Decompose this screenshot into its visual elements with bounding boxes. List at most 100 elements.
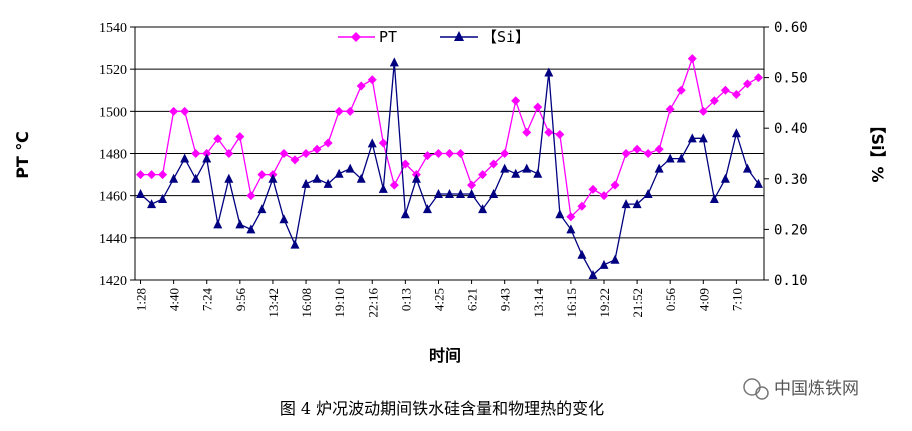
si-point bbox=[378, 183, 388, 193]
legend-pt-marker bbox=[351, 32, 361, 42]
pt-point bbox=[555, 130, 565, 140]
pt-point bbox=[610, 180, 620, 190]
si-point bbox=[698, 133, 708, 143]
si-point bbox=[753, 178, 763, 188]
pt-point bbox=[621, 149, 631, 158]
si-point bbox=[566, 224, 576, 234]
si-point bbox=[356, 173, 366, 183]
si-point bbox=[312, 173, 322, 183]
left-axis-ticks: 1420 1440 1460 1480 1500 1520 1540 bbox=[99, 21, 135, 289]
pt-point bbox=[378, 138, 388, 148]
left-tick-label: 1500 bbox=[99, 105, 127, 120]
pt-point bbox=[654, 144, 664, 154]
right-tick-label: 0.10 bbox=[774, 273, 808, 289]
pt-point bbox=[665, 104, 675, 114]
pt-point bbox=[643, 149, 653, 158]
si-point bbox=[213, 219, 223, 229]
legend-si-label: 【Si】 bbox=[482, 28, 530, 46]
pt-point bbox=[709, 96, 719, 106]
si-point bbox=[522, 163, 532, 173]
x-tick-label: 9:56 bbox=[233, 288, 248, 312]
pt-point bbox=[478, 170, 488, 180]
x-tick-label: 13:14 bbox=[531, 288, 546, 318]
left-axis-title: PT ℃ bbox=[13, 131, 32, 179]
si-point bbox=[158, 194, 168, 204]
wechat-icon bbox=[743, 378, 761, 396]
si-point bbox=[169, 173, 179, 183]
si-point bbox=[290, 239, 300, 249]
si-point bbox=[709, 194, 719, 204]
si-point bbox=[577, 249, 587, 259]
si-point bbox=[202, 153, 212, 163]
left-tick-label: 1460 bbox=[99, 190, 127, 205]
si-point bbox=[301, 178, 311, 188]
si-point bbox=[224, 173, 234, 183]
pt-point bbox=[257, 170, 267, 180]
si-point bbox=[180, 153, 190, 163]
x-tick-label: 22:16 bbox=[365, 288, 380, 318]
si-point bbox=[555, 209, 565, 219]
si-point bbox=[334, 168, 344, 178]
pt-point bbox=[235, 132, 245, 142]
pt-point bbox=[158, 170, 168, 180]
x-tick-label: 13:42 bbox=[266, 288, 281, 318]
pt-point bbox=[367, 75, 377, 85]
pt-point bbox=[544, 127, 554, 137]
si-point bbox=[643, 188, 653, 198]
x-tick-label: 4:40 bbox=[167, 288, 182, 311]
legend-pt-label: PT bbox=[379, 28, 397, 46]
pt-point bbox=[400, 159, 410, 169]
figure-caption: 图 4 炉况波动期间铁水硅含量和物理热的变化 bbox=[280, 399, 604, 418]
pt-point bbox=[323, 138, 333, 148]
si-point bbox=[500, 163, 510, 173]
pt-point bbox=[422, 151, 432, 161]
si-point bbox=[136, 188, 146, 198]
si-point bbox=[511, 168, 521, 178]
x-tick-label: 19:10 bbox=[332, 288, 347, 318]
x-tick-label: 16:08 bbox=[299, 288, 314, 318]
si-point bbox=[279, 214, 289, 224]
pt-point bbox=[511, 96, 521, 106]
pt-point bbox=[334, 106, 344, 116]
x-tick-label: 4:25 bbox=[431, 288, 446, 311]
left-tick-label: 1420 bbox=[99, 274, 127, 289]
watermark-text: 中国炼铁网 bbox=[774, 379, 859, 399]
right-tick-label: 0.50 bbox=[774, 71, 808, 87]
right-tick-label: 0.40 bbox=[774, 121, 808, 137]
pt-point bbox=[279, 149, 289, 158]
pt-point bbox=[246, 191, 256, 201]
si-point bbox=[588, 269, 598, 279]
watermark: 中国炼铁网 bbox=[743, 378, 859, 400]
si-point bbox=[467, 188, 477, 198]
x-tick-label: 19:22 bbox=[597, 288, 612, 318]
x-tick-label: 7:24 bbox=[200, 288, 215, 312]
si-point bbox=[731, 128, 741, 138]
pt-point bbox=[345, 106, 355, 116]
right-axis-ticks: 0.10 0.20 0.30 0.40 0.50 0.60 bbox=[764, 20, 808, 289]
pt-point bbox=[698, 106, 708, 116]
pt-point bbox=[312, 144, 322, 154]
pt-point bbox=[456, 149, 466, 158]
si-point bbox=[389, 57, 399, 67]
si-point bbox=[665, 153, 675, 163]
si-point bbox=[742, 163, 752, 173]
pt-point bbox=[753, 73, 763, 83]
si-point bbox=[445, 188, 454, 198]
wechat-icon-bubble bbox=[755, 386, 769, 400]
left-tick-label: 1440 bbox=[99, 232, 127, 247]
si-point bbox=[433, 188, 443, 198]
si-point bbox=[676, 153, 686, 163]
x-tick-label: 9:43 bbox=[498, 288, 513, 311]
si-point bbox=[544, 67, 554, 77]
pt-point bbox=[522, 127, 532, 137]
pt-point bbox=[599, 191, 609, 201]
right-tick-label: 0.60 bbox=[774, 20, 808, 36]
si-point bbox=[599, 259, 609, 269]
pt-point bbox=[489, 159, 499, 169]
si-point bbox=[632, 199, 642, 209]
pt-point bbox=[500, 149, 510, 158]
pt-point bbox=[213, 134, 223, 144]
pt-point bbox=[433, 149, 443, 158]
pt-point bbox=[577, 201, 587, 211]
